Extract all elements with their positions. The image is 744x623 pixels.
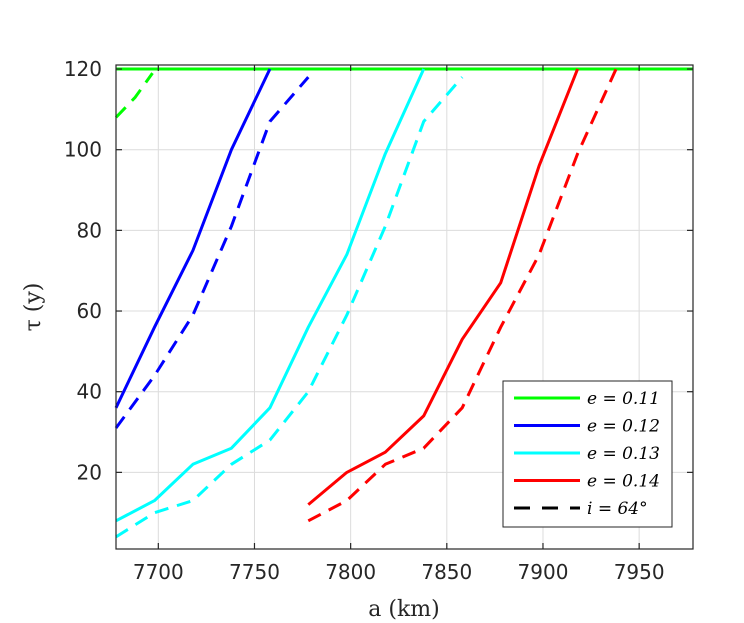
legend-entry: i = 64° (587, 499, 648, 519)
axes-box (115, 64, 694, 550)
series-layer (114, 67, 693, 539)
series-line-e-0.13-solid (115, 68, 426, 523)
series-line-e-0.14-dashed (307, 68, 618, 523)
legend-entry: e = 0.11 (587, 389, 660, 409)
legend-entry: e = 0.14 (587, 472, 660, 492)
y-axis-label: τ (y) (21, 283, 46, 332)
x-tick-label: 7900 (518, 560, 569, 584)
y-tick-label: 40 (77, 380, 102, 404)
series-line-e-0.11-dashed (114, 72, 154, 119)
series-line-e-0.12-solid (114, 68, 272, 409)
y-tick-label: 100 (64, 138, 102, 162)
legend: e = 0.11 e = 0.12 e = 0.13 e = 0.14 i = 64° (502, 380, 673, 528)
series-line-e-0.14-solid (307, 68, 579, 506)
y-tick-label: 20 (77, 460, 102, 484)
y-tick-label: 60 (77, 299, 102, 323)
x-tick-label: 7750 (229, 560, 280, 584)
x-tick-label: 7700 (133, 560, 184, 584)
series-line-e-0.13-dashed (115, 76, 464, 539)
y-tick-label: 120 (64, 57, 102, 81)
x-tick-label: 7950 (614, 560, 665, 584)
legend-entry: e = 0.13 (587, 444, 660, 464)
x-axis-label: a (km) (368, 597, 439, 622)
y-tick-label: 80 (77, 218, 102, 242)
ticks: 7700 7750 7800 7850 7900 7950 20 40 60 80 100 120 (64, 57, 693, 584)
legend-entry: e = 0.12 (587, 417, 660, 437)
x-tick-label: 7850 (421, 560, 472, 584)
series-line-e-0.12-dashed (114, 76, 310, 429)
x-tick-label: 7800 (325, 560, 376, 584)
